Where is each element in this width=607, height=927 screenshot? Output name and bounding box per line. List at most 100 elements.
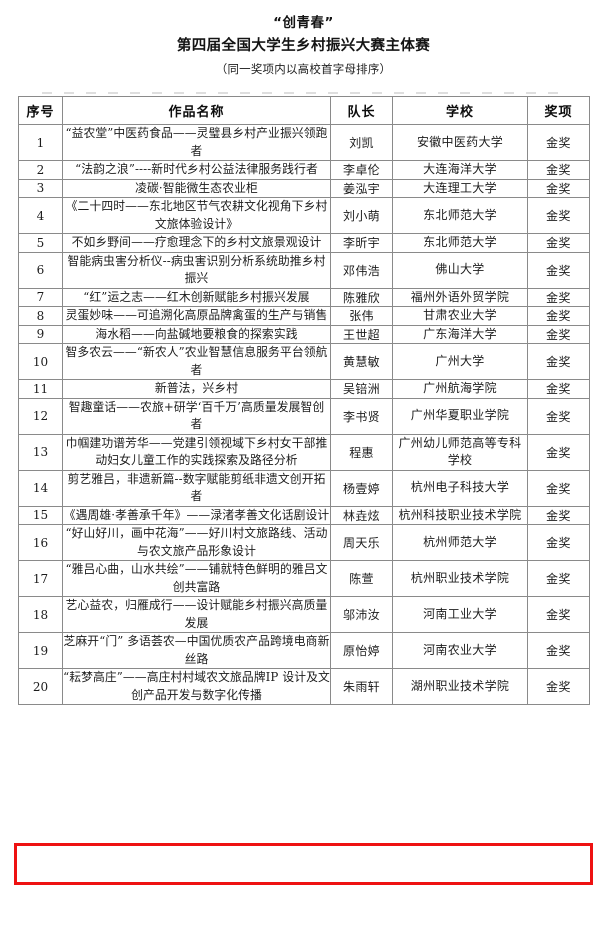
- table-row: 1 “益农堂”中医药食品——灵璧县乡村产业振兴领跑者 刘凯 安徽中医药大学 金奖: [18, 124, 590, 161]
- awards-table-container: 序号 作品名称 队长 学校 奖项 1 “益农堂”中医药食品——灵璧县乡村产业振兴领…: [18, 96, 590, 705]
- cell-index: 10: [18, 343, 63, 380]
- cell-leader: 邬沛汝: [330, 596, 393, 633]
- cell-leader: 李昕宇: [330, 233, 393, 253]
- cell-school: 东北师范大学: [392, 197, 528, 234]
- cell-index: 11: [18, 379, 63, 399]
- cell-award: 金奖: [527, 251, 590, 289]
- table-row: 9 海水稻——向盐碱地要粮食的探索实践 王世超 广东海洋大学 金奖: [18, 324, 590, 344]
- table-row: 5 不如乡野间——疗愈理念下的乡村文旅景观设计 李昕宇 东北师范大学 金奖: [18, 233, 590, 253]
- document-heading: “创青春” 第四届全国大学生乡村振兴大赛主体赛 （同一奖项内以高校首字母排序）: [0, 0, 607, 79]
- cell-index: 3: [18, 178, 63, 198]
- cell-award: 金奖: [527, 178, 590, 198]
- cell-title: “耘梦高庄”——高庄村村域农文旅品牌IP 设计及文创产品开发与数字化传播: [62, 668, 331, 705]
- table-row: 7 “红”运之志——红木创新赋能乡村振兴发展 陈雅欣 福州外语外贸学院 金奖: [18, 287, 590, 307]
- table-body: 1 “益农堂”中医药食品——灵璧县乡村产业振兴领跑者 刘凯 安徽中医药大学 金奖 2 “法韵…: [18, 124, 590, 705]
- cell-award: 金奖: [527, 324, 590, 344]
- column-header-award: 奖项: [527, 96, 590, 125]
- cell-title: 新普法，兴乡村: [62, 379, 331, 399]
- cell-award: 金奖: [527, 197, 590, 234]
- cell-leader: 张伟: [330, 306, 393, 326]
- cell-leader: 陈雅欣: [330, 287, 393, 307]
- table-row: 8 灵蛋妙味——可追溯化高原品牌禽蛋的生产与销售 张伟 甘肃农业大学 金奖: [18, 306, 590, 326]
- cell-school: 佛山大学: [392, 251, 528, 289]
- cell-award: 金奖: [527, 560, 590, 597]
- cell-school: 安徽中医药大学: [392, 124, 528, 161]
- table-row: 3 凌碳·智能微生态农业柜 姜泓宇 大连理工大学 金奖: [18, 178, 590, 198]
- cell-school: 杭州师范大学: [392, 524, 528, 561]
- cell-school: 杭州职业技术学院: [392, 560, 528, 597]
- cell-award: 金奖: [527, 505, 590, 525]
- cell-leader: 吴锫洲: [330, 379, 393, 399]
- cell-index: 8: [18, 306, 63, 326]
- cell-title: “益农堂”中医药食品——灵璧县乡村产业振兴领跑者: [62, 124, 331, 161]
- table-row: 17 “雅吕心曲，山水共绘”——铺就特色鲜明的雅吕文创共富路 陈萱 杭州职业技术学院金…: [18, 560, 590, 597]
- column-header-index: 序号: [18, 96, 63, 125]
- cell-award: 金奖: [527, 233, 590, 253]
- cell-title: 芝麻开“门” 多语荟农—中国优质农产品跨境电商新丝路: [62, 632, 331, 669]
- cell-leader: 邓伟浩: [330, 251, 393, 289]
- table-row: 12 智趣童话——农旅+研学‘百千万’高质量发展智创者 李书贤 广州华夏职业学院 金奖: [18, 397, 590, 435]
- cell-school: 广州航海学院: [392, 379, 528, 399]
- cell-title: 智趣童话——农旅+研学‘百千万’高质量发展智创者: [62, 397, 331, 435]
- cell-index: 5: [18, 233, 63, 253]
- table-row: 6 智能病虫害分析仪--病虫害识别分析系统助推乡村振兴 邓伟浩 佛山大学 金奖: [18, 251, 590, 289]
- table-row: 19 芝麻开“门” 多语荟农—中国优质农产品跨境电商新丝路 原怡婷 河南农业大学 金奖: [18, 632, 590, 669]
- cell-school: 广东海洋大学: [392, 324, 528, 344]
- cell-award: 金奖: [527, 124, 590, 161]
- cell-award: 金奖: [527, 160, 590, 180]
- cell-award: 金奖: [527, 306, 590, 326]
- cell-school: 湖州职业技术学院: [392, 668, 528, 705]
- cell-leader: 刘小萌: [330, 197, 393, 234]
- table-row: 20 “耘梦高庄”——高庄村村域农文旅品牌IP 设计及文创产品开发与数字化传播 朱雨…: [18, 668, 590, 705]
- cell-index: 4: [18, 197, 63, 234]
- cell-leader: 周天乐: [330, 524, 393, 561]
- heading-slogan: “创青春”: [273, 15, 334, 31]
- scan-artifact-line: [42, 92, 562, 94]
- cell-school: 河南工业大学: [392, 596, 528, 633]
- column-header-leader: 队长: [330, 96, 393, 125]
- cell-title: “红”运之志——红木创新赋能乡村振兴发展: [62, 287, 331, 307]
- cell-school: 河南农业大学: [392, 632, 528, 669]
- cell-school: 东北师范大学: [392, 233, 528, 253]
- cell-award: 金奖: [527, 397, 590, 435]
- cell-index: 9: [18, 324, 63, 344]
- cell-school: 大连理工大学: [392, 178, 528, 198]
- cell-leader: 王世超: [330, 324, 393, 344]
- cell-leader: 程惠: [330, 433, 393, 471]
- cell-leader: 黄慧敏: [330, 343, 393, 380]
- cell-award: 金奖: [527, 524, 590, 561]
- cell-index: 16: [18, 524, 63, 561]
- cell-title: 艺心益农，归雁成行——设计赋能乡村振兴高质量发展: [62, 596, 331, 633]
- cell-award: 金奖: [527, 433, 590, 471]
- cell-index: 13: [18, 433, 63, 471]
- cell-leader: 李书贤: [330, 397, 393, 435]
- cell-leader: 陈萱: [330, 560, 393, 597]
- column-header-title: 作品名称: [62, 96, 331, 125]
- cell-title: 智多农云——“新农人”农业智慧信息服务平台领航者: [62, 343, 331, 380]
- table-row: 15 《遇周雄·孝善承千年》——渌渚孝善文化话剧设计 林垚炫 杭州科技职业技术学院 金奖: [18, 505, 590, 525]
- cell-index: 7: [18, 287, 63, 307]
- cell-title: 剪艺雅吕，非遗新篇--数字赋能剪纸非遗文创开拓者: [62, 469, 331, 507]
- heading-title: 第四届全国大学生乡村振兴大赛主体赛: [176, 38, 431, 54]
- cell-title: 海水稻——向盐碱地要粮食的探索实践: [62, 324, 331, 344]
- table-row: 14 剪艺雅吕，非遗新篇--数字赋能剪纸非遗文创开拓者 杨壹婷 杭州电子科技大学 金奖: [18, 469, 590, 507]
- row-highlight-box: [14, 843, 593, 885]
- table-row: 18 艺心益农，归雁成行——设计赋能乡村振兴高质量发展 邬沛汝 河南工业大学 金奖: [18, 596, 590, 633]
- cell-index: 1: [18, 124, 63, 161]
- cell-leader: 朱雨轩: [330, 668, 393, 705]
- awards-table: 序号 作品名称 队长 学校 奖项 1 “益农堂”中医药食品——灵璧县乡村产业振兴领…: [18, 96, 590, 705]
- column-header-school: 学校: [392, 96, 528, 125]
- cell-school: 广州幼儿师范高等专科学校: [392, 433, 528, 471]
- cell-school: 福州外语外贸学院: [392, 287, 528, 307]
- cell-title: 《遇周雄·孝善承千年》——渌渚孝善文化话剧设计: [62, 505, 331, 525]
- cell-leader: 原怡婷: [330, 632, 393, 669]
- cell-leader: 林垚炫: [330, 505, 393, 525]
- cell-school: 广州华夏职业学院: [392, 397, 528, 435]
- table-row: 11 新普法，兴乡村 吴锫洲 广州航海学院 金奖: [18, 379, 590, 399]
- cell-leader: 杨壹婷: [330, 469, 393, 507]
- cell-title: 灵蛋妙味——可追溯化高原品牌禽蛋的生产与销售: [62, 306, 331, 326]
- cell-award: 金奖: [527, 632, 590, 669]
- cell-title: 巾帼建功谱芳华——党建引领视域下乡村女干部推动妇女儿童工作的实践探索及路径分析: [62, 433, 331, 471]
- cell-index: 12: [18, 397, 63, 435]
